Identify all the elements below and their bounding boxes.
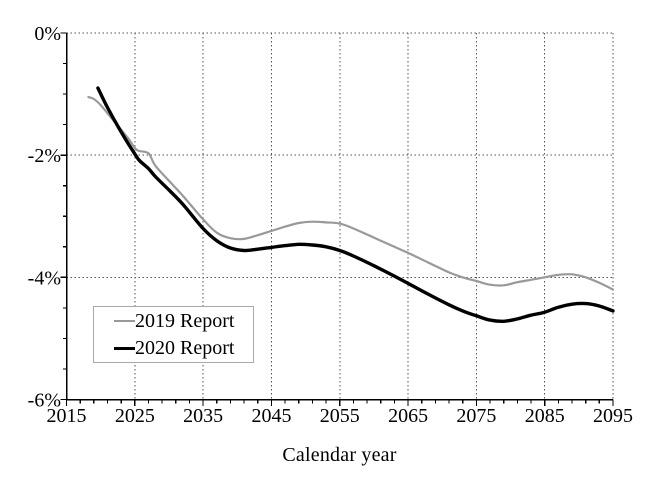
x-tick-label: 2085 (525, 405, 565, 427)
x-tick-label: 2025 (115, 405, 155, 427)
x-axis-title: Calendar year (282, 444, 397, 466)
legend: 2019 Report 2020 Report (93, 306, 254, 363)
legend-label-2020: 2020 Report (135, 337, 235, 360)
x-tick-label: 2035 (183, 405, 223, 427)
x-tick-label: 2095 (593, 405, 633, 427)
legend-line-sample-2019 (114, 319, 135, 322)
legend-item-2020-report: 2020 Report (114, 335, 253, 363)
x-tick-label: 2075 (456, 405, 496, 427)
y-tick-label: -6% (28, 390, 61, 412)
legend-label-2019: 2019 Report (135, 309, 235, 332)
y-tick-label: -2% (28, 145, 61, 167)
x-tick-label: 2015 (47, 405, 87, 427)
series-line-2019-report (87, 96, 615, 291)
x-tick-label: 2055 (320, 405, 360, 427)
legend-item-2019-report: 2019 Report (114, 307, 253, 335)
legend-line-sample-2020 (114, 346, 135, 350)
x-tick-label: 2045 (251, 405, 291, 427)
y-tick-label: -4% (28, 267, 61, 289)
y-tick-label: 0% (34, 23, 61, 45)
x-tick-label: 2065 (388, 405, 428, 427)
series-line-2020-report (96, 86, 615, 324)
